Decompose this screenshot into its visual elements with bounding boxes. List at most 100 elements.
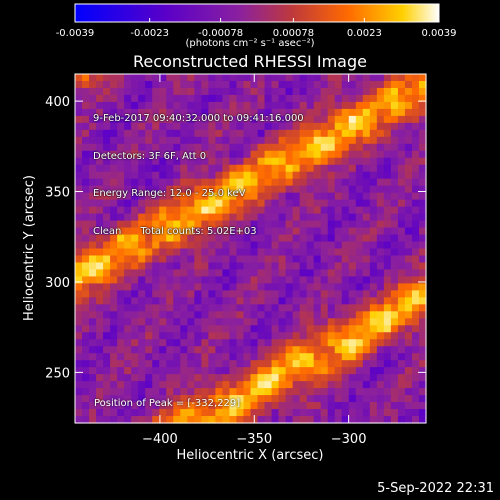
- heatmap-cell: [215, 164, 224, 173]
- heatmap-cell: [250, 388, 259, 396]
- heatmap-cell: [229, 332, 238, 340]
- heatmap-cell: [152, 402, 160, 410]
- heatmap-cell: [334, 241, 343, 250]
- heatmap-cell: [173, 304, 181, 312]
- heatmap-cell: [320, 178, 329, 187]
- heatmap-cell: [236, 332, 245, 340]
- heatmap-cell: [313, 80, 322, 89]
- heatmap-cell: [201, 360, 209, 368]
- heatmap-cell: [82, 276, 90, 284]
- heatmap-cell: [369, 80, 378, 89]
- heatmap-cell: [173, 227, 181, 236]
- heatmap-cell: [383, 402, 392, 410]
- heatmap-cell: [250, 283, 259, 291]
- heatmap-cell: [390, 80, 399, 89]
- heatmap-cell: [390, 157, 399, 166]
- heatmap-cell: [229, 325, 238, 333]
- heatmap-cell: [82, 311, 90, 319]
- heatmap-cell: [222, 115, 231, 124]
- heatmap-cell: [215, 150, 224, 159]
- heatmap-cell: [110, 185, 118, 194]
- heatmap-cell: [201, 262, 209, 271]
- heatmap-cell: [397, 185, 406, 194]
- heatmap-cell: [257, 311, 266, 319]
- heatmap-cell: [103, 192, 111, 201]
- heatmap-cell: [278, 388, 287, 396]
- heatmap-cell: [411, 101, 420, 110]
- heatmap-cell: [96, 311, 104, 319]
- heatmap-cell: [264, 339, 273, 347]
- heatmap-cell: [152, 206, 160, 215]
- heatmap-cell: [166, 115, 174, 124]
- heatmap-cell: [110, 402, 118, 410]
- heatmap-cell: [271, 94, 280, 103]
- heatmap-cell: [145, 311, 153, 319]
- heatmap-cell: [369, 367, 378, 375]
- heatmap-cell: [152, 178, 160, 187]
- heatmap-cell: [327, 115, 336, 124]
- heatmap-cell: [348, 87, 357, 96]
- heatmap-cell: [362, 388, 371, 396]
- heatmap-cell: [236, 213, 245, 222]
- heatmap-cell: [159, 269, 167, 278]
- heatmap-cell: [411, 227, 420, 236]
- heatmap-cell: [89, 332, 97, 340]
- heatmap-cell: [194, 150, 202, 159]
- heatmap-cell: [411, 213, 420, 222]
- heatmap-cell: [201, 234, 209, 243]
- heatmap-cell: [271, 171, 280, 180]
- x-tick-label: −350: [236, 432, 272, 447]
- heatmap-cell: [117, 74, 125, 82]
- heatmap-cell: [299, 178, 308, 187]
- heatmap-cell: [327, 381, 336, 389]
- heatmap-cell: [243, 178, 252, 187]
- heatmap-cell: [271, 157, 280, 166]
- heatmap-cell: [215, 80, 224, 89]
- heatmap-cell: [285, 318, 294, 326]
- heatmap-cell: [411, 339, 420, 347]
- heatmap-cell: [250, 80, 259, 89]
- heatmap-cell: [152, 304, 160, 312]
- heatmap-cell: [166, 122, 174, 131]
- heatmap-cell: [292, 325, 301, 333]
- heatmap-cell: [124, 262, 132, 271]
- heatmap-cell: [292, 227, 301, 236]
- heatmap-cell: [257, 136, 266, 145]
- heatmap-cell: [327, 199, 336, 208]
- heatmap-cell: [411, 381, 420, 389]
- heatmap-cell: [390, 150, 399, 159]
- heatmap-cell: [82, 220, 90, 229]
- heatmap-cell: [285, 353, 294, 361]
- heatmap-cell: [201, 255, 209, 264]
- heatmap-cell: [327, 283, 336, 291]
- heatmap-cell: [411, 374, 420, 382]
- heatmap-cell: [117, 255, 125, 264]
- heatmap-cell: [404, 164, 413, 173]
- heatmap-cell: [355, 206, 364, 215]
- heatmap-cell: [96, 318, 104, 326]
- heatmap-cell: [404, 283, 413, 291]
- heatmap-cell: [187, 255, 195, 264]
- heatmap-cell: [264, 360, 273, 368]
- heatmap-cell: [383, 129, 392, 138]
- heatmap-cell: [355, 199, 364, 208]
- heatmap-cell: [236, 374, 245, 382]
- heatmap-cell: [334, 129, 343, 138]
- heatmap-cell: [166, 395, 174, 403]
- heatmap-cell: [369, 150, 378, 159]
- heatmap-cell: [117, 80, 125, 89]
- heatmap-cell: [418, 94, 427, 103]
- heatmap-cell: [271, 150, 280, 159]
- heatmap-cell: [341, 353, 350, 361]
- heatmap-cell: [271, 262, 280, 271]
- heatmap-cell: [418, 388, 427, 396]
- heatmap-cell: [103, 381, 111, 389]
- heatmap-cell: [376, 374, 385, 382]
- heatmap-cell: [152, 269, 160, 278]
- heatmap-cell: [271, 318, 280, 326]
- heatmap-cell: [397, 276, 406, 284]
- heatmap-cell: [376, 87, 385, 96]
- heatmap-cell: [201, 115, 209, 124]
- heatmap-cell: [82, 115, 90, 124]
- heatmap-cell: [292, 192, 301, 201]
